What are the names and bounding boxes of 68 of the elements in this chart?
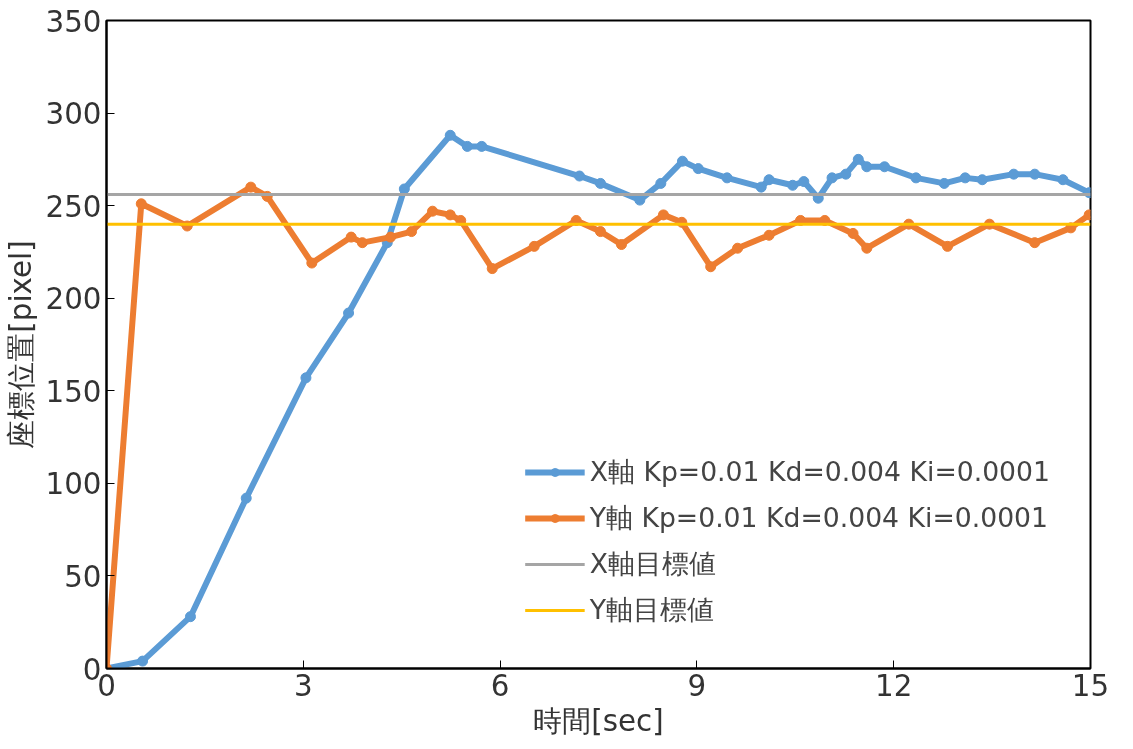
point (721, 172, 733, 184)
y-tick-label: 50 (64, 559, 102, 594)
point (798, 176, 810, 188)
x-tick-label: 12 (875, 668, 913, 703)
x-tick-label: 9 (687, 668, 707, 703)
point (594, 177, 606, 189)
point (705, 261, 717, 273)
point (676, 155, 688, 167)
point (938, 177, 950, 189)
point (657, 209, 669, 221)
point (941, 240, 953, 252)
point (385, 231, 397, 243)
point (1008, 168, 1020, 180)
point (1029, 237, 1041, 249)
point (732, 242, 744, 254)
point (826, 172, 838, 184)
y-tick-label: 150 (45, 374, 102, 409)
point (306, 257, 318, 269)
y-tick-label: 100 (45, 467, 102, 502)
point (486, 263, 498, 275)
y-tick-label: 250 (45, 189, 102, 224)
point (615, 239, 627, 251)
point (356, 237, 368, 249)
x-tick-label: 6 (490, 668, 510, 703)
y-tick-label: 350 (45, 4, 102, 39)
point (655, 177, 667, 189)
point (240, 492, 252, 504)
point (184, 611, 196, 623)
point (840, 168, 852, 180)
point (406, 226, 418, 238)
point (444, 209, 456, 221)
point (137, 655, 149, 667)
point (427, 205, 439, 217)
point (847, 227, 859, 239)
point (594, 226, 606, 238)
legend-label: Y軸 Kp=0.01 Kd=0.004 Ki=0.0001 (589, 501, 1049, 535)
point (852, 153, 864, 165)
y-axis-title: 座標位置[pixel] (3, 240, 38, 449)
legend-label: X軸 Kp=0.01 Kd=0.004 Ki=0.0001 (589, 455, 1050, 489)
y-tick-label: 300 (45, 97, 102, 132)
point (245, 181, 257, 193)
point (692, 163, 704, 175)
legend-label: X軸目標値 (589, 547, 716, 581)
point (345, 231, 357, 243)
point (1057, 174, 1069, 186)
x-axis-title: 時間[sec] (533, 703, 664, 738)
point (861, 161, 873, 173)
point (573, 170, 585, 182)
point (528, 240, 540, 252)
point (976, 174, 988, 186)
point (787, 179, 799, 191)
point (343, 307, 355, 319)
x-tick-label: 15 (1071, 668, 1110, 703)
point (476, 140, 488, 152)
point (910, 172, 922, 184)
point (1029, 168, 1041, 180)
point (444, 129, 456, 141)
x-tick-label: 3 (293, 668, 313, 703)
legend-label: Y軸目標値 (589, 593, 714, 627)
point (763, 174, 775, 186)
point (879, 161, 891, 173)
point (461, 140, 473, 152)
point (755, 181, 767, 193)
point (959, 172, 971, 184)
point (300, 372, 312, 384)
point (763, 229, 775, 241)
y-tick-label: 200 (45, 282, 102, 317)
point (861, 242, 873, 254)
